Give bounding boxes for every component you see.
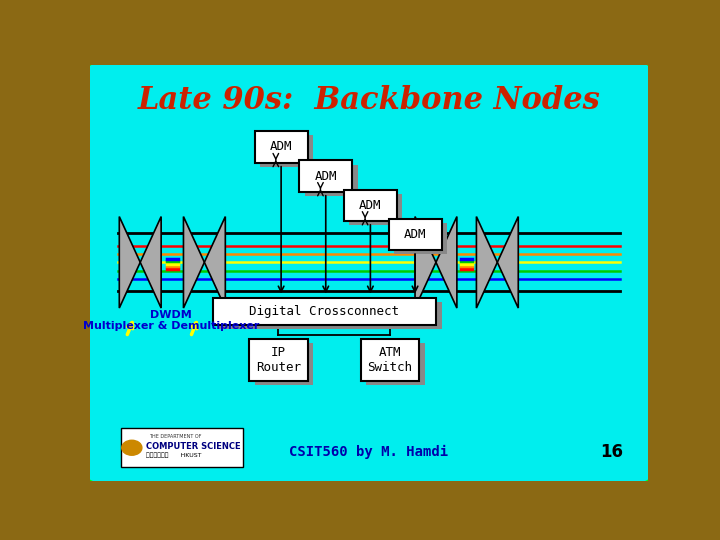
Text: IP
Router: IP Router	[256, 346, 301, 374]
FancyBboxPatch shape	[305, 165, 358, 196]
Circle shape	[122, 440, 142, 455]
Polygon shape	[184, 217, 204, 308]
FancyBboxPatch shape	[255, 131, 307, 163]
FancyBboxPatch shape	[361, 339, 419, 381]
Text: CSIT560 by M. Hamdi: CSIT560 by M. Hamdi	[289, 446, 449, 460]
FancyBboxPatch shape	[255, 343, 313, 385]
FancyBboxPatch shape	[121, 428, 243, 467]
FancyBboxPatch shape	[394, 223, 447, 254]
FancyBboxPatch shape	[260, 136, 313, 167]
Polygon shape	[436, 217, 457, 308]
Text: 計算機科學系      HKUST: 計算機科學系 HKUST	[145, 453, 202, 458]
Text: ADM: ADM	[404, 228, 426, 241]
Text: Digital Crossconnect: Digital Crossconnect	[249, 305, 400, 318]
Text: 16: 16	[600, 443, 624, 461]
FancyBboxPatch shape	[81, 58, 657, 487]
Text: DWDM
Multiplexer & Demultiplexer: DWDM Multiplexer & Demultiplexer	[83, 310, 259, 332]
Text: THE DEPARTMENT OF: THE DEPARTMENT OF	[148, 435, 201, 440]
FancyBboxPatch shape	[349, 194, 402, 225]
Polygon shape	[140, 217, 161, 308]
Text: COMPUTER SCIENCE: COMPUTER SCIENCE	[145, 442, 240, 451]
FancyBboxPatch shape	[249, 339, 307, 381]
Polygon shape	[498, 217, 518, 308]
FancyBboxPatch shape	[213, 298, 436, 325]
FancyBboxPatch shape	[218, 302, 441, 329]
Text: ADM: ADM	[315, 170, 337, 183]
FancyBboxPatch shape	[300, 160, 352, 192]
Polygon shape	[415, 217, 436, 308]
Polygon shape	[120, 217, 140, 308]
FancyBboxPatch shape	[389, 219, 441, 250]
Text: ADM: ADM	[359, 199, 382, 212]
Polygon shape	[477, 217, 498, 308]
FancyBboxPatch shape	[344, 190, 397, 221]
Text: ADM: ADM	[270, 140, 292, 153]
Text: Late 90s:  Backbone Nodes: Late 90s: Backbone Nodes	[138, 85, 600, 116]
FancyBboxPatch shape	[366, 343, 425, 385]
Polygon shape	[204, 217, 225, 308]
Text: ATM
Switch: ATM Switch	[367, 346, 413, 374]
